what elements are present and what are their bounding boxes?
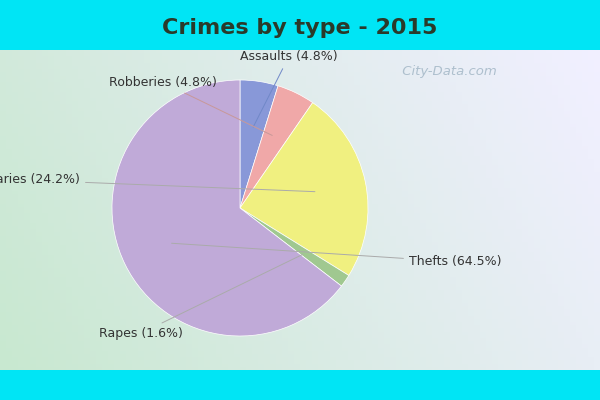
Text: Robberies (4.8%): Robberies (4.8%) xyxy=(109,76,272,136)
Text: Burglaries (24.2%): Burglaries (24.2%) xyxy=(0,173,315,192)
Wedge shape xyxy=(240,80,278,208)
Text: Crimes by type - 2015: Crimes by type - 2015 xyxy=(163,18,437,38)
Wedge shape xyxy=(240,103,368,276)
Wedge shape xyxy=(240,208,349,286)
Wedge shape xyxy=(240,86,313,208)
Text: Rapes (1.6%): Rapes (1.6%) xyxy=(98,254,303,340)
Text: City-Data.com: City-Data.com xyxy=(398,66,496,78)
Wedge shape xyxy=(112,80,341,336)
Text: Thefts (64.5%): Thefts (64.5%) xyxy=(172,243,502,268)
Text: Assaults (4.8%): Assaults (4.8%) xyxy=(240,50,337,127)
